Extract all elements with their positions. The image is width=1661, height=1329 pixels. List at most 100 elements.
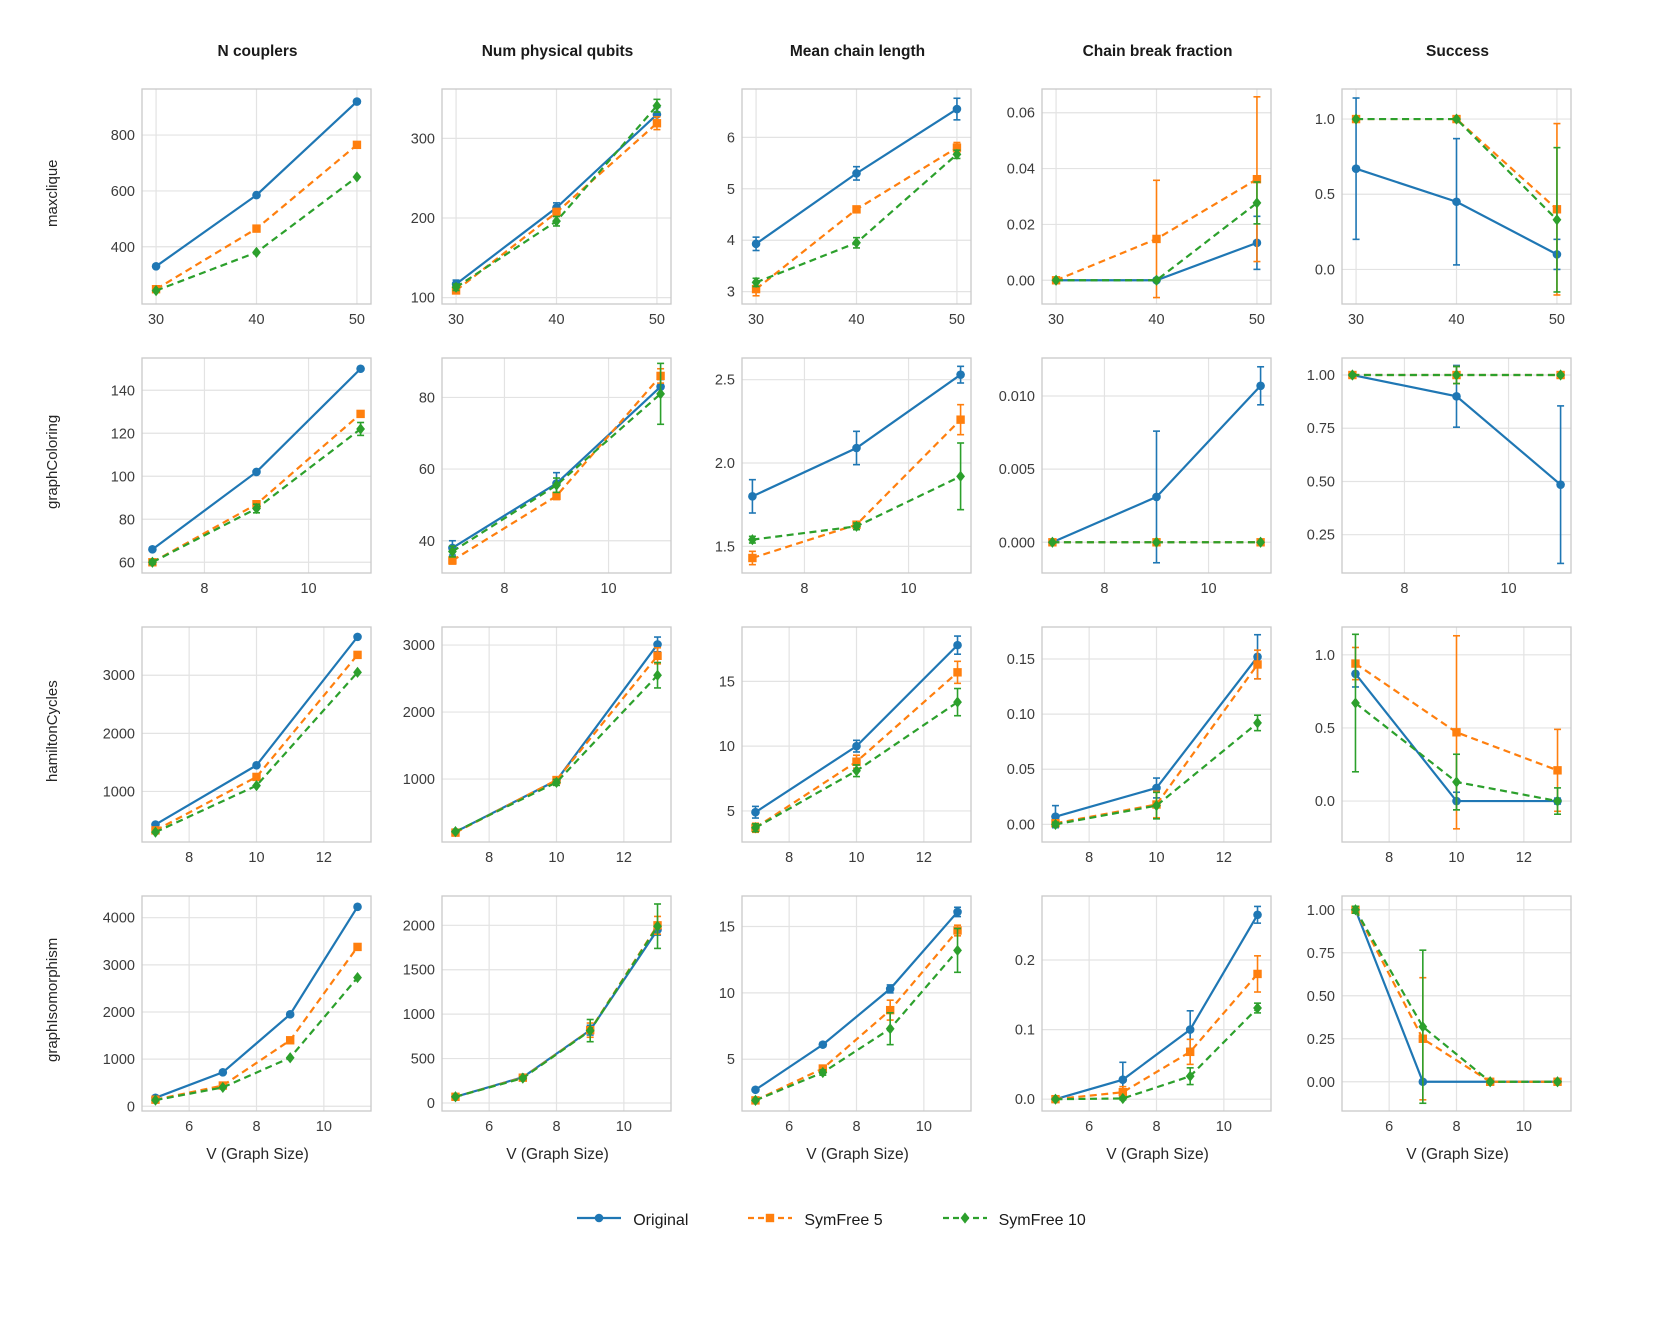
svg-text:0.000: 0.000 bbox=[999, 535, 1035, 551]
svg-text:8: 8 bbox=[785, 850, 793, 866]
svg-text:40: 40 bbox=[1448, 312, 1464, 328]
x-axis-label: V (Graph Size) bbox=[506, 1146, 609, 1163]
svg-text:100: 100 bbox=[111, 469, 135, 485]
column-title-success: Success bbox=[1426, 43, 1489, 60]
svg-text:8: 8 bbox=[1452, 1119, 1460, 1135]
svg-text:0: 0 bbox=[127, 1099, 135, 1115]
svg-text:0.25: 0.25 bbox=[1307, 1032, 1335, 1048]
x-axis-label: V (Graph Size) bbox=[1106, 1146, 1209, 1163]
svg-text:0: 0 bbox=[427, 1096, 435, 1112]
svg-text:10: 10 bbox=[1448, 850, 1464, 866]
chart-hamiltoncycles-success: 8 10 12 0.0 0.5 1.0 bbox=[1315, 626, 1572, 866]
chart-hamiltoncycles-mean-chain-length: 8 10 12 5 10 15 bbox=[719, 626, 972, 866]
series-original bbox=[155, 906, 359, 1099]
svg-text:12: 12 bbox=[1516, 850, 1532, 866]
svg-text:10: 10 bbox=[719, 739, 735, 755]
svg-text:12: 12 bbox=[316, 850, 332, 866]
subplot-graphisomorphism-n-couplers: 6 8 10 0 1000 2000 3000 4000 V (Graph Size) bbox=[82, 889, 382, 1164]
series-symfree-10 bbox=[155, 976, 359, 1102]
svg-text:10: 10 bbox=[1516, 1119, 1532, 1135]
svg-text:6: 6 bbox=[485, 1119, 493, 1135]
svg-text:0.010: 0.010 bbox=[999, 389, 1035, 405]
svg-text:1500: 1500 bbox=[403, 963, 435, 979]
svg-text:1000: 1000 bbox=[403, 1007, 435, 1023]
chart-graphisomorphism-num-physical-qubits: 6 8 10 0 500 1000 1500 2000 bbox=[403, 895, 672, 1135]
row-label-graphisomorphism: graphIsomorphism bbox=[44, 937, 61, 1063]
series-symfree-10 bbox=[1354, 909, 1558, 1083]
row-label-hamiltoncycles: hamiltonCycles bbox=[44, 680, 61, 782]
svg-text:0.75: 0.75 bbox=[1307, 946, 1335, 962]
svg-text:50: 50 bbox=[1249, 312, 1265, 328]
subplot-graphcoloring-n-couplers: 8 10 60 80 100 120 140 bbox=[82, 351, 382, 608]
svg-text:10: 10 bbox=[1216, 1119, 1232, 1135]
column-title-mean-chain-length: Mean chain length bbox=[789, 43, 926, 60]
svg-text:8: 8 bbox=[200, 581, 208, 597]
series-symfree-10 bbox=[755, 949, 959, 1102]
svg-text:8: 8 bbox=[1400, 581, 1408, 597]
svg-text:0.10: 0.10 bbox=[1007, 707, 1035, 723]
series-symfree-10 bbox=[455, 925, 659, 1098]
subplot-hamiltoncycles-success: 8 10 12 0.0 0.5 1.0 bbox=[1282, 620, 1582, 877]
series-symfree-10 bbox=[1056, 202, 1258, 282]
svg-text:10: 10 bbox=[1500, 581, 1516, 597]
svg-text:2000: 2000 bbox=[403, 918, 435, 934]
svg-text:10: 10 bbox=[248, 850, 264, 866]
subplot-maxclique-mean-chain-length: 30 40 50 3 4 5 6 bbox=[682, 82, 982, 339]
svg-text:10: 10 bbox=[900, 581, 916, 597]
svg-text:0.50: 0.50 bbox=[1307, 989, 1335, 1005]
svg-text:0.0: 0.0 bbox=[1015, 1092, 1035, 1108]
series-symfree-10 bbox=[1055, 1007, 1259, 1101]
subplot-graphcoloring-mean-chain-length: 8 10 1.5 2.0 2.5 bbox=[682, 351, 982, 608]
svg-text:40: 40 bbox=[548, 312, 564, 328]
chart-graphcoloring-chain-break-fraction: 8 10 0.000 0.005 0.010 bbox=[999, 357, 1272, 597]
legend-label-original: Original bbox=[633, 1211, 689, 1229]
svg-text:0.0: 0.0 bbox=[1315, 262, 1335, 278]
svg-text:6: 6 bbox=[727, 130, 735, 146]
chart-hamiltoncycles-n-couplers: 8 10 12 1000 2000 3000 bbox=[103, 626, 372, 866]
svg-text:50: 50 bbox=[949, 312, 965, 328]
row-label-maxclique: maxclique bbox=[44, 159, 61, 227]
svg-text:10: 10 bbox=[719, 986, 735, 1002]
svg-text:120: 120 bbox=[111, 426, 135, 442]
subplot-graphisomorphism-mean-chain-length: 6 8 10 5 10 15 V (Graph Size) bbox=[682, 889, 982, 1164]
svg-text:15: 15 bbox=[719, 674, 735, 690]
svg-text:1.00: 1.00 bbox=[1307, 368, 1335, 384]
chart-maxclique-n-couplers: 30 40 50 400 600 800 bbox=[111, 88, 372, 328]
svg-text:8: 8 bbox=[1385, 850, 1393, 866]
legend-label-symfree-5: SymFree 5 bbox=[804, 1211, 883, 1229]
subplot-maxclique-chain-break-fraction: 30 40 50 0.00 0.02 0.04 0.06 bbox=[982, 82, 1282, 339]
svg-text:0.5: 0.5 bbox=[1315, 187, 1335, 203]
series-symfree-5 bbox=[755, 929, 959, 1102]
subplot-grid: N couplers Num physical qubits Mean chai… bbox=[44, 40, 1661, 1164]
legend: Original SymFree 5 SymFree 10 bbox=[0, 1208, 1661, 1233]
legend-label-symfree-10: SymFree 10 bbox=[998, 1211, 1086, 1229]
svg-text:8: 8 bbox=[1100, 581, 1108, 597]
svg-text:0.04: 0.04 bbox=[1007, 162, 1035, 178]
svg-text:30: 30 bbox=[748, 312, 764, 328]
subplot-maxclique-num-physical-qubits: 30 40 50 100 200 300 bbox=[382, 82, 682, 339]
series-symfree-5 bbox=[1356, 117, 1558, 211]
svg-text:2.5: 2.5 bbox=[715, 373, 735, 389]
chart-graphcoloring-n-couplers: 8 10 60 80 100 120 140 bbox=[111, 357, 372, 597]
svg-text:30: 30 bbox=[1048, 312, 1064, 328]
chart-graphisomorphism-chain-break-fraction: 6 8 10 0.0 0.1 0.2 bbox=[1015, 895, 1272, 1135]
svg-text:10: 10 bbox=[916, 1119, 932, 1135]
svg-text:6: 6 bbox=[785, 1119, 793, 1135]
series-symfree-10 bbox=[451, 393, 662, 553]
svg-text:3: 3 bbox=[727, 285, 735, 301]
series-symfree-5 bbox=[1354, 662, 1558, 772]
svg-text:12: 12 bbox=[1216, 850, 1232, 866]
svg-text:15: 15 bbox=[719, 920, 735, 936]
subplot-hamiltoncycles-chain-break-fraction: 8 10 12 0.00 0.05 0.10 0.15 bbox=[982, 620, 1282, 877]
subplot-graphcoloring-success: 8 10 0.25 0.50 0.75 1.00 bbox=[1282, 351, 1582, 608]
svg-text:5: 5 bbox=[727, 182, 735, 198]
svg-text:10: 10 bbox=[1148, 850, 1164, 866]
svg-text:2000: 2000 bbox=[403, 705, 435, 721]
svg-text:0.5: 0.5 bbox=[1315, 721, 1335, 737]
subplot-hamiltoncycles-num-physical-qubits: 8 10 12 1000 2000 3000 bbox=[382, 620, 682, 877]
svg-text:8: 8 bbox=[1152, 1119, 1160, 1135]
svg-text:0.0: 0.0 bbox=[1315, 794, 1335, 810]
svg-text:2000: 2000 bbox=[103, 726, 135, 742]
svg-text:3000: 3000 bbox=[103, 668, 135, 684]
